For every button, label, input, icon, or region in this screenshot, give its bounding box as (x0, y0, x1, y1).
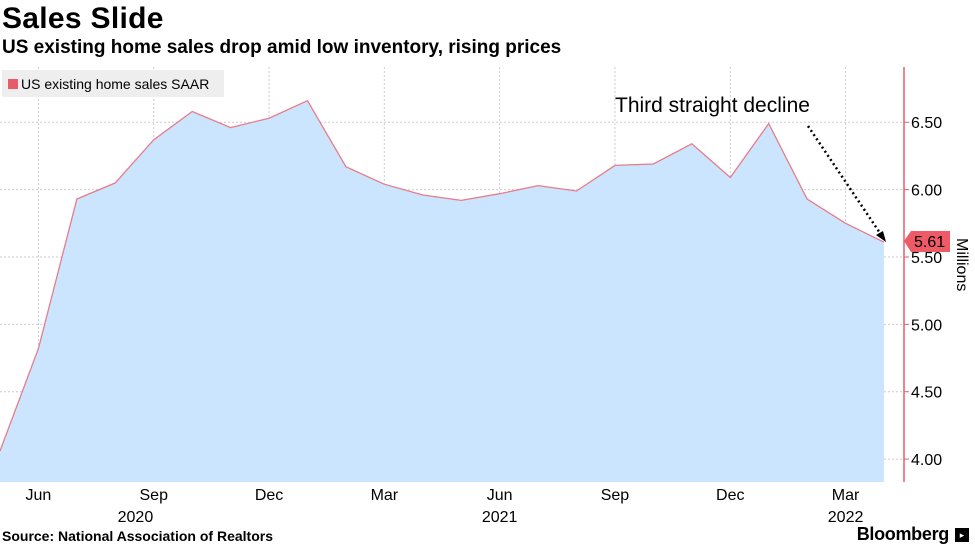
x-tick-label: Dec (255, 487, 283, 504)
last-value-label: 5.61 (914, 234, 945, 251)
annotation-arrowhead (876, 231, 886, 242)
x-tick-label: Mar (832, 487, 860, 504)
y-tick-label: 4.50 (911, 385, 942, 402)
annotation: Third straight decline (615, 94, 886, 242)
y-tick-label: 4.00 (911, 452, 942, 469)
legend: US existing home sales SAAR (2, 70, 224, 97)
x-year-label: 2020 (118, 509, 154, 526)
series-area (0, 100, 884, 482)
x-tick-label: Dec (716, 487, 744, 504)
x-tick-label: Jun (26, 487, 52, 504)
y-tick-label: 6.50 (911, 115, 942, 132)
series-line (0, 99, 885, 452)
y-axis-label: Millions (953, 238, 970, 291)
x-axis-ticks: Jun 2020 Sep Dec Mar Jun 2021 Sep Dec Mar 2022 (26, 487, 864, 526)
x-year-label: 2022 (828, 509, 864, 526)
brand-logo-text: Bloomberg (856, 524, 950, 544)
x-tick-label: Jun (487, 487, 513, 504)
legend-swatch (8, 78, 18, 89)
annotation-text: Third straight decline (615, 94, 810, 117)
chart-subtitle: US existing home sales drop amid low inv… (2, 37, 562, 58)
x-tick-label: Mar (371, 487, 399, 504)
y-tick-label: 5.00 (911, 317, 942, 334)
y-axis-ticks: 4.00 4.50 5.00 5.50 6.00 6.50 (904, 115, 942, 469)
y-tick-label: 5.50 (911, 250, 942, 267)
chart-title: Sales Slide (2, 2, 164, 35)
x-tick-label: Sep (140, 487, 169, 504)
y-tick-label: 6.00 (911, 183, 942, 200)
legend-label: US existing home sales SAAR (21, 75, 210, 92)
x-tick-label: Sep (601, 487, 630, 504)
x-year-label: 2021 (482, 509, 518, 526)
last-value-badge: 5.61 (904, 231, 950, 252)
source-note: Source: National Association of Realtors (2, 528, 273, 544)
brand-icon: ▸ (955, 528, 969, 542)
